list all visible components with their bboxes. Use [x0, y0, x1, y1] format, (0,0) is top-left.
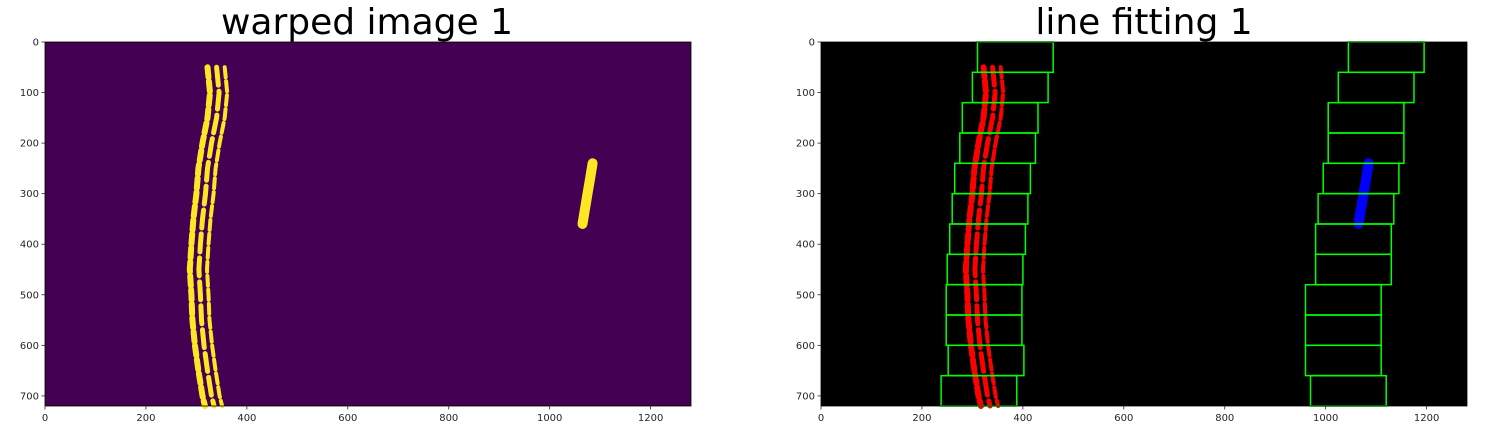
y-tick-label: 300	[796, 189, 815, 200]
x-tick-label: 1000	[1313, 413, 1338, 424]
axes-frame	[820, 41, 1468, 407]
x-tick-label: 800	[1215, 413, 1234, 424]
y-axis: 0 100 200 300 400 500 600 700	[796, 38, 821, 402]
y-tick-label: 0	[33, 38, 39, 49]
panel-title: warped image 1	[221, 2, 513, 43]
left-lane-pixels	[196, 64, 222, 409]
y-tick-label: 200	[796, 139, 815, 150]
line-fitting-panel: line fitting 1 0 200 400 600 800 1000 1200 0 10…	[796, 2, 1468, 424]
right-lane-pixels	[577, 158, 598, 229]
x-axis: 0 200 400 600 800 1000 1200	[818, 406, 1439, 424]
left-lane-fit-pixels	[962, 64, 990, 409]
lane-pixels	[186, 64, 598, 409]
x-tick-label: 400	[237, 413, 256, 424]
x-tick-label: 0	[818, 413, 824, 424]
y-tick-label: 600	[20, 341, 39, 352]
axes-frame	[44, 41, 692, 407]
y-axis: 0 100 200 300 400 500 600 700	[20, 38, 45, 402]
x-tick-label: 400	[1013, 413, 1032, 424]
y-tick-label: 500	[20, 290, 39, 301]
left-lane-pixels	[186, 64, 214, 409]
warped-image-panel: warped image 1 0 200 400 600 800 1000 1200 0 10…	[20, 2, 692, 424]
y-tick-label: 500	[796, 290, 815, 301]
x-tick-label: 200	[912, 413, 931, 424]
left-lane-fit-pixels	[972, 64, 998, 409]
y-tick-label: 700	[796, 391, 815, 402]
y-tick-label: 100	[20, 88, 39, 99]
x-tick-label: 600	[338, 413, 357, 424]
y-tick-label: 400	[20, 240, 39, 251]
warped-image-area	[45, 42, 691, 406]
y-tick-label: 600	[796, 341, 815, 352]
x-axis: 0 200 400 600 800 1000 1200	[42, 406, 663, 424]
left-lane-fit-pixels	[980, 65, 1006, 408]
x-tick-label: 600	[1114, 413, 1133, 424]
lane-fit-marks	[940, 41, 1425, 409]
x-tick-label: 0	[42, 413, 48, 424]
y-tick-label: 200	[20, 139, 39, 150]
x-tick-label: 200	[136, 413, 155, 424]
x-tick-label: 800	[439, 413, 458, 424]
x-tick-label: 1200	[1414, 413, 1439, 424]
panel-title: line fitting 1	[1035, 2, 1252, 43]
y-tick-label: 300	[20, 189, 39, 200]
x-tick-label: 1000	[537, 413, 562, 424]
x-tick-label: 1200	[638, 413, 663, 424]
y-tick-label: 100	[796, 88, 815, 99]
y-tick-label: 700	[20, 391, 39, 402]
y-tick-label: 0	[809, 38, 815, 49]
left-lane-pixels	[204, 65, 230, 408]
y-tick-label: 400	[796, 240, 815, 251]
